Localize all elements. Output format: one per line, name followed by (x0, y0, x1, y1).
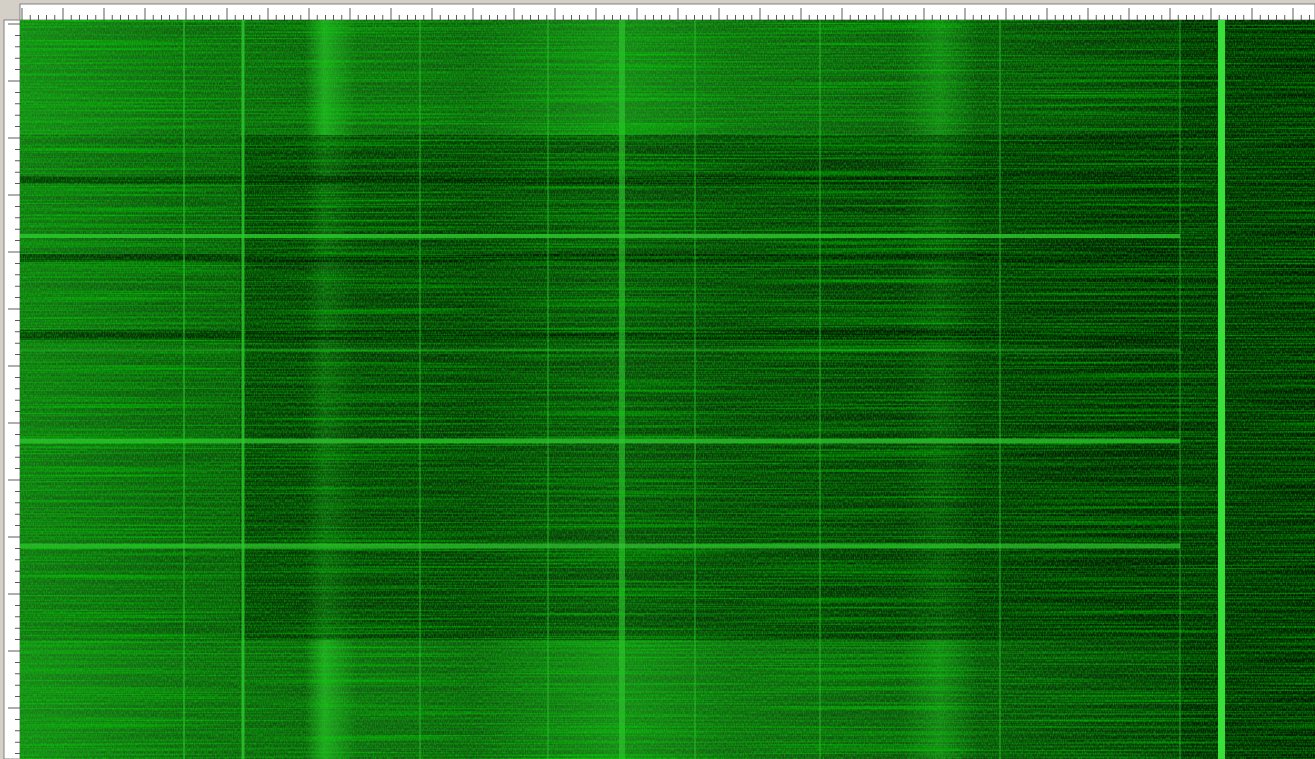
noise-texture (20, 20, 1315, 759)
top-ruler (19, 3, 1315, 21)
ruler-bg (3, 19, 21, 759)
waterfall (20, 20, 1315, 759)
carrier-line (1218, 20, 1225, 759)
left-ruler (3, 19, 21, 759)
